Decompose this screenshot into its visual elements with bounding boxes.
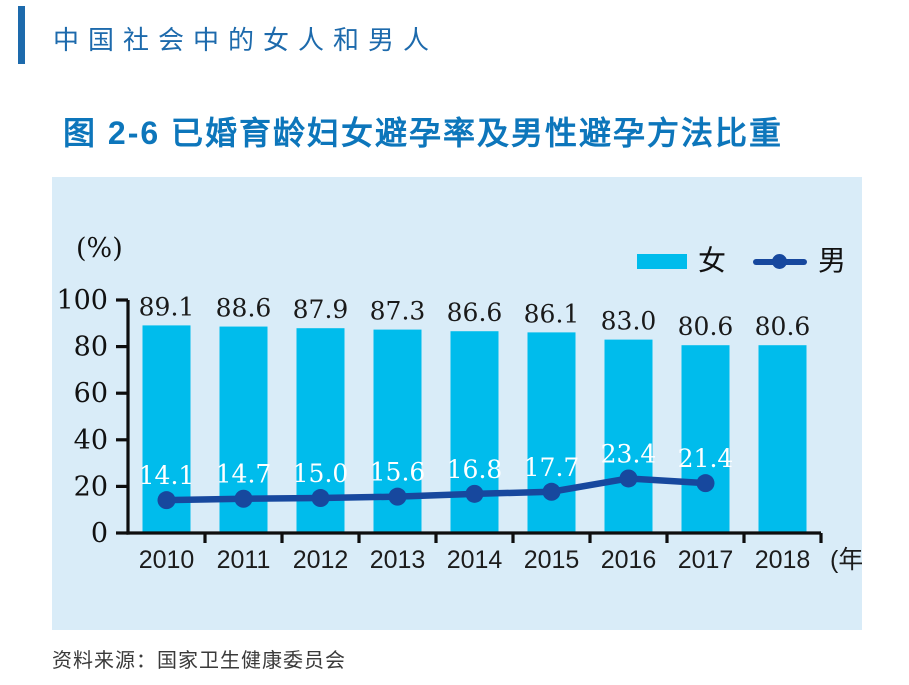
x-tick-label-2018: 2018: [755, 546, 811, 574]
legend-male-swatch: [752, 253, 807, 270]
y-tick-label-40: 40: [74, 425, 108, 456]
chart-panel: (%) 女 男 0 20 40 60 80 100 2010 2011 2012 2013 2014…: [52, 177, 862, 630]
legend-female-label: 女: [697, 244, 726, 277]
line-value-label-2013: 15.6: [370, 458, 426, 487]
bar-2017: [681, 345, 730, 533]
y-tick-label-100: 100: [56, 285, 108, 316]
y-axis-unit-label: (%): [76, 233, 123, 264]
bar-value-label-2014: 86.6: [447, 298, 503, 327]
legend-male-label: 男: [817, 244, 846, 277]
line-value-label-2017: 21.4: [678, 444, 734, 473]
x-tick-label-2010: 2010: [139, 546, 195, 574]
bar-value-label-2010: 89.1: [139, 292, 195, 321]
x-tick-label-2012: 2012: [293, 546, 349, 574]
line-marker-2013: [388, 487, 407, 506]
line-marker-2014: [465, 484, 484, 503]
legend-dot-icon: [771, 253, 787, 269]
bar-value-label-2013: 87.3: [370, 297, 426, 326]
bar-2015: [527, 332, 576, 533]
combo-chart: 0 20 40 60 80 100 2010 2011 2012 2013 2014 2015 2016…: [56, 285, 862, 574]
line-value-label-2015: 17.7: [524, 453, 580, 482]
line-value-label-2010: 14.1: [139, 461, 195, 490]
line-marker-2017: [696, 474, 715, 493]
x-tick-label-2013: 2013: [370, 546, 426, 574]
header-accent-bar: [18, 6, 25, 64]
x-tick-label-2016: 2016: [601, 546, 657, 574]
x-tick-label-2017: 2017: [678, 546, 734, 574]
bar-2016: [604, 339, 653, 533]
bar-value-label-2017: 80.6: [678, 312, 734, 341]
x-tick-label-2011: 2011: [217, 546, 271, 574]
line-marker-2015: [542, 482, 561, 501]
line-marker-2016: [619, 469, 638, 488]
y-tick-label-60: 60: [74, 378, 108, 409]
line-value-label-2014: 16.8: [447, 455, 503, 484]
y-tick-label-80: 80: [74, 332, 108, 363]
bar-value-label-2018: 80.6: [755, 312, 811, 341]
legend-female-swatch: [636, 253, 687, 269]
line-marker-2010: [157, 491, 176, 510]
y-tick-label-0: 0: [91, 518, 108, 549]
line-value-label-2012: 15.0: [293, 459, 349, 488]
bar-value-label-2016: 83.0: [601, 307, 657, 336]
x-axis-unit-label: (年): [830, 546, 862, 574]
bar-value-label-2011: 88.6: [216, 294, 272, 323]
line-marker-2012: [311, 489, 330, 508]
x-tick-label-2014: 2014: [447, 546, 503, 574]
line-marker-2011: [234, 489, 253, 508]
bar-2018: [758, 345, 807, 533]
bar-value-label-2015: 86.1: [524, 299, 580, 328]
figure-title: 图 2-6 已婚育龄妇女避孕率及男性避孕方法比重: [63, 115, 784, 151]
male-line: [163, 475, 709, 504]
book-header-title: 中国社会中的女人和男人: [53, 26, 439, 56]
source-note: 资料来源：国家卫生健康委员会: [52, 650, 346, 672]
x-tick-label-2015: 2015: [524, 546, 580, 574]
y-tick-label-20: 20: [74, 471, 108, 502]
line-value-label-2016: 23.4: [601, 439, 657, 468]
bar-value-label-2012: 87.9: [293, 295, 349, 324]
line-value-label-2011: 14.7: [216, 460, 272, 489]
legend: 女 男: [636, 244, 846, 277]
